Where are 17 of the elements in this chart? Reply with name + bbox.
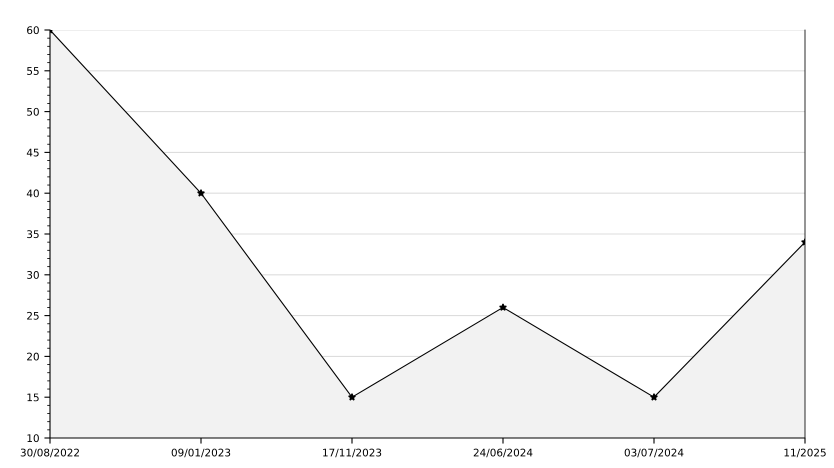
y-tick-label: 15	[27, 394, 39, 402]
y-tick-label: 25	[27, 312, 39, 320]
x-tick-label: 03/07/2024	[624, 448, 684, 458]
y-tick-label: 60	[27, 26, 39, 34]
x-tick-label: 09/01/2023	[172, 448, 230, 458]
y-tick-label: 20	[27, 352, 39, 361]
x-tick-label: 24/06/2024	[474, 448, 532, 458]
x-tick-label: 30/08/2022	[20, 448, 79, 458]
y-tick-label: 55	[27, 67, 39, 75]
x-tick-label: 17/11/2023	[323, 448, 382, 458]
y-tick-label: 50	[27, 108, 39, 116]
y-tick-label: 35	[27, 230, 39, 238]
y-tick-label: 45	[26, 148, 39, 157]
y-tick-label: 40	[26, 189, 39, 198]
y-tick-label: 30	[27, 271, 39, 279]
y-tick-label: 10	[27, 434, 39, 442]
x-tick-label: 11/2025	[784, 448, 826, 458]
